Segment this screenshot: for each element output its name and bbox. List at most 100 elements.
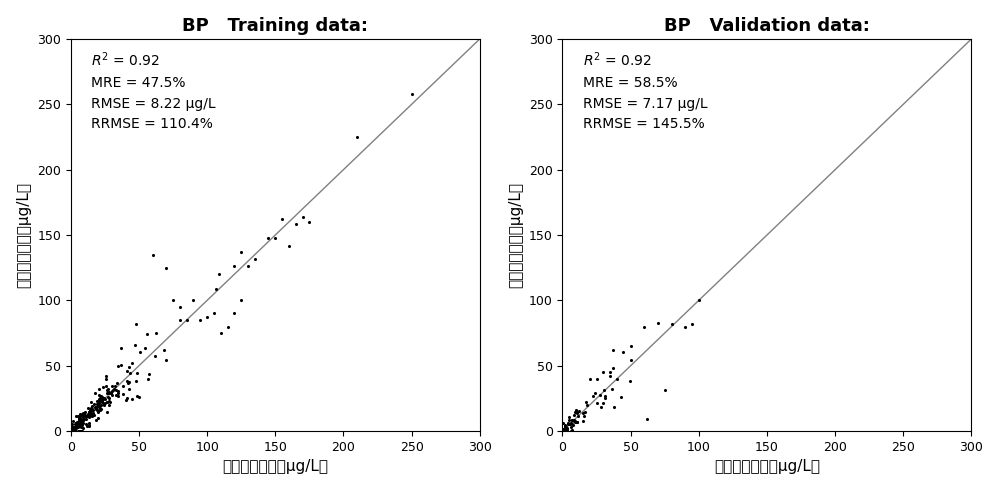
- Point: [89, 403, 105, 410]
- Point: [75, 410, 91, 418]
- Point: [677, 323, 693, 330]
- Point: [69, 418, 85, 426]
- Point: [124, 359, 140, 367]
- Point: [65, 427, 81, 435]
- Point: [64, 424, 80, 432]
- Point: [556, 427, 572, 435]
- Point: [91, 406, 107, 414]
- Point: [67, 424, 83, 432]
- Text: $R^2$ = 0.92
MRE = 47.5%
RMSE = 8.22 μg/L
RRMSE = 110.4%: $R^2$ = 0.92 MRE = 47.5% RMSE = 8.22 μg/…: [91, 51, 216, 131]
- Point: [179, 316, 195, 324]
- Point: [576, 412, 592, 420]
- Point: [84, 402, 100, 409]
- Point: [82, 412, 98, 420]
- Point: [100, 393, 116, 401]
- Point: [81, 408, 97, 416]
- Point: [84, 412, 100, 420]
- Point: [260, 234, 276, 242]
- Point: [75, 412, 91, 420]
- Point: [561, 416, 577, 424]
- Point: [301, 218, 317, 226]
- Point: [75, 411, 91, 419]
- Point: [73, 422, 89, 430]
- Point: [555, 427, 571, 435]
- Point: [80, 404, 96, 412]
- Point: [124, 395, 140, 403]
- Point: [568, 418, 584, 426]
- Point: [72, 418, 88, 426]
- Point: [89, 400, 105, 408]
- Point: [226, 262, 242, 270]
- Point: [90, 408, 106, 416]
- Point: [66, 427, 82, 435]
- Point: [77, 411, 93, 419]
- Point: [93, 392, 109, 400]
- Point: [121, 379, 137, 386]
- Point: [65, 427, 81, 435]
- Point: [556, 426, 572, 434]
- Point: [83, 398, 99, 406]
- Point: [75, 416, 91, 424]
- Point: [97, 396, 113, 404]
- Point: [158, 264, 174, 272]
- Point: [64, 423, 80, 431]
- Point: [73, 415, 89, 423]
- Point: [70, 422, 86, 430]
- Point: [597, 394, 613, 402]
- Point: [564, 426, 580, 434]
- Point: [101, 401, 117, 409]
- Point: [185, 297, 201, 304]
- Point: [91, 384, 107, 392]
- Point: [274, 215, 290, 222]
- Point: [555, 427, 571, 435]
- Point: [65, 427, 81, 435]
- Point: [99, 398, 115, 406]
- Point: [120, 380, 136, 387]
- Point: [73, 417, 89, 425]
- Point: [110, 389, 126, 397]
- Point: [128, 377, 144, 384]
- Point: [595, 399, 611, 407]
- Point: [623, 342, 639, 350]
- Point: [85, 406, 101, 413]
- Point: [558, 427, 574, 435]
- Point: [566, 416, 582, 424]
- Point: [115, 390, 131, 398]
- Point: [557, 426, 573, 434]
- Point: [69, 420, 85, 428]
- Point: [639, 415, 655, 423]
- Point: [70, 427, 86, 435]
- Point: [75, 415, 91, 423]
- Point: [72, 419, 88, 427]
- Point: [81, 421, 97, 429]
- Point: [91, 396, 107, 404]
- Point: [557, 423, 573, 431]
- Point: [564, 420, 580, 428]
- Point: [68, 423, 84, 431]
- Point: [64, 423, 80, 431]
- Point: [71, 419, 87, 427]
- Point: [281, 242, 297, 249]
- Point: [567, 409, 583, 416]
- Point: [66, 427, 82, 435]
- Point: [103, 389, 119, 397]
- Point: [74, 421, 90, 429]
- Point: [99, 408, 115, 415]
- Point: [636, 323, 652, 330]
- Point: [109, 379, 125, 386]
- Point: [79, 422, 95, 430]
- Point: [72, 411, 88, 419]
- Point: [65, 423, 81, 431]
- Point: [569, 418, 585, 426]
- Point: [128, 321, 144, 328]
- Point: [104, 387, 120, 395]
- Point: [569, 409, 585, 417]
- Point: [563, 419, 579, 427]
- Point: [206, 309, 222, 317]
- Point: [90, 414, 106, 422]
- Point: [556, 425, 572, 433]
- Point: [559, 424, 575, 432]
- Point: [74, 416, 90, 424]
- Point: [139, 329, 155, 337]
- Point: [91, 402, 107, 410]
